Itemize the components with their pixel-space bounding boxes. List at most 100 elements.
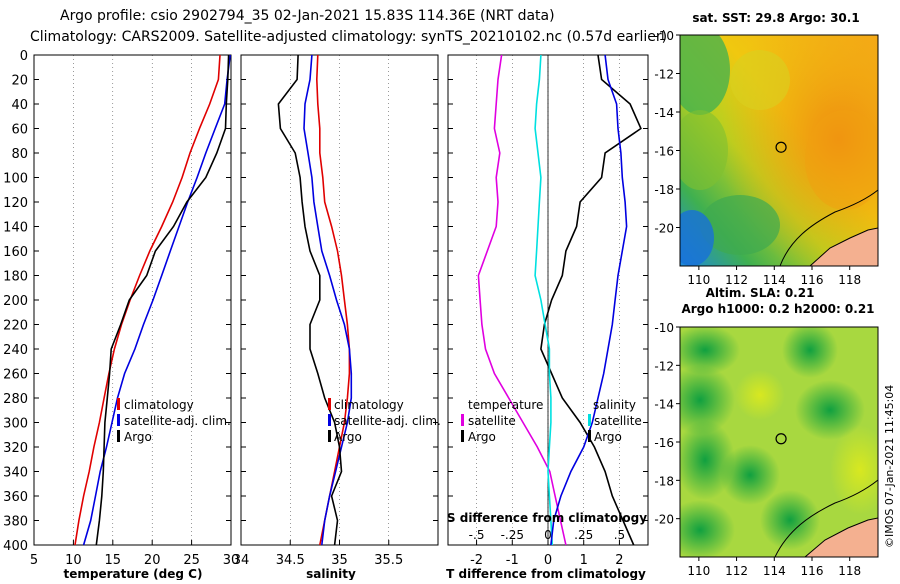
s-difference-axis-label: S difference from climatology	[447, 511, 647, 525]
s-tick-label: 0	[544, 528, 552, 542]
series-line-climatology	[315, 54, 351, 546]
sst-argo-location-marker	[775, 141, 787, 153]
sla-longitude-tick-labels: 110 112 114 116 118	[687, 557, 861, 578]
series-line-argo	[277, 54, 343, 546]
depth-tick-label: 280	[3, 392, 28, 407]
depth-tick-label: 100	[3, 172, 28, 187]
sst-latitude-tick-labels: -10 -12 -14 -16 -18 -20	[654, 29, 680, 236]
depth-tick-label: 40	[11, 98, 28, 113]
lat-tick-label: -14	[654, 106, 674, 120]
sst-field	[680, 35, 878, 266]
lon-tick-label: 112	[725, 564, 748, 578]
x-tick-label: 1	[580, 553, 588, 568]
series-line-temperature-argo	[540, 54, 642, 546]
lat-tick-label: -18	[654, 474, 674, 488]
legend-swatch-climatology	[117, 398, 120, 410]
legend-label-argo: Argo	[124, 430, 152, 444]
depth-tick-label: 0	[20, 49, 28, 64]
legend-swatch-climatology	[328, 398, 331, 410]
s-tick-label: .5	[614, 528, 625, 542]
temperature-gridlines	[33, 54, 232, 546]
lon-tick-label: 110	[687, 564, 710, 578]
sla-land	[805, 518, 878, 557]
x-tick-label: 2	[615, 553, 623, 568]
salinity-gridlines	[240, 54, 438, 546]
difference-gridlines	[448, 54, 648, 546]
depth-tick-labels: 0 20 40 60 80 100 120 140 160 180 200 220 240 260 280 3…	[3, 49, 28, 554]
legend-swatch-satellite	[328, 414, 331, 426]
sst-map: sat. SST: 29.8 Argo: 30.1 -10-12-14-16-1…	[654, 11, 879, 287]
x-tick-label: 15	[105, 553, 122, 568]
sst-coastline	[779, 189, 878, 266]
legend-label-climatology: climatology	[334, 398, 404, 412]
s-difference-tick-labels: -.5 -.25 0 .25 .5	[469, 528, 625, 542]
depth-tick-label: 120	[3, 196, 28, 211]
depth-tick-label: 300	[3, 417, 28, 432]
temperature-panel: 0 20 40 60 80 100 120 140 160 180 200 220 240 260 280 3…	[3, 49, 239, 581]
legend-swatch-satellite	[117, 414, 120, 426]
lat-tick-label: -10	[654, 29, 674, 43]
legend-label-temperature-satellite: satellite	[468, 414, 516, 428]
series-line-satellite-adj-clim	[303, 54, 353, 546]
x-tick-label: -2	[470, 553, 483, 568]
lat-tick-label: -20	[654, 513, 674, 527]
x-tick-label: -1	[506, 553, 519, 568]
lon-tick-label: 116	[801, 273, 824, 287]
sla-latitude-tick-labels: -10 -12 -14 -16 -18 -20	[654, 321, 680, 527]
lon-tick-label: 118	[838, 273, 861, 287]
lat-tick-label: -20	[654, 222, 674, 236]
legend-swatch-temperature-argo	[461, 430, 464, 442]
salinity-legend: climatology satellite-adj. clim. Argo	[328, 398, 441, 444]
depth-tick-label: 20	[11, 74, 28, 89]
salinity-panel: 34 34.5 35 35.5 salinity climatology satell…	[233, 54, 441, 581]
difference-series	[477, 54, 642, 546]
legend-swatch-temperature-satellite	[461, 414, 464, 426]
legend-label-satellite: satellite-adj. clim.	[124, 414, 231, 428]
depth-tick-label: 400	[3, 539, 28, 554]
legend-title-salinity: salinity	[593, 398, 636, 412]
depth-tick-label: 340	[3, 466, 28, 481]
sla-argo-location-marker	[775, 433, 787, 445]
temperature-series	[74, 54, 231, 546]
series-line-argo	[95, 54, 230, 546]
sla-map-subtitle: Argo h1000: 0.2 h2000: 0.21	[681, 302, 874, 316]
series-line-climatology	[74, 54, 221, 546]
sst-longitude-tick-labels: 110 112 114 116 118	[687, 266, 861, 287]
sla-field	[680, 327, 878, 557]
legend-title-temperature: temperature	[468, 398, 543, 412]
lon-tick-label: 112	[725, 273, 748, 287]
legend-swatch-salinity-satellite	[588, 414, 591, 426]
depth-tick-label: 220	[3, 319, 28, 334]
difference-legend: temperature satellite Argo salinity sate…	[461, 398, 642, 444]
salinity-tick-labels: 34 34.5 35 35.5	[233, 553, 404, 568]
lat-tick-label: -10	[654, 321, 674, 335]
depth-tick-label: 260	[3, 368, 28, 383]
sla-map: Altim. SLA: 0.21 Argo h1000: 0.2 h2000: …	[654, 286, 879, 578]
s-tick-label: -.5	[469, 528, 485, 542]
x-tick-label: 35	[331, 553, 348, 568]
legend-swatch-argo	[117, 430, 120, 442]
salinity-axis-label: salinity	[306, 567, 356, 580]
imos-credit: ©IMOS 07-Jan-2021 11:45:04	[883, 385, 896, 548]
x-tick-label: 34.5	[276, 553, 305, 568]
x-tick-label: 5	[30, 553, 38, 568]
depth-tick-label: 320	[3, 441, 28, 456]
lat-tick-label: -12	[654, 68, 674, 82]
temperature-axis-label: temperature (deg C)	[64, 567, 203, 580]
legend-label-salinity-satellite: satellite	[594, 414, 642, 428]
depth-tick-label: 360	[3, 490, 28, 505]
x-tick-label: 25	[183, 553, 200, 568]
series-line-salinity-argo	[550, 54, 628, 546]
x-tick-label: 34	[233, 553, 250, 568]
x-tick-label: 20	[144, 553, 161, 568]
legend-label-salinity-argo: Argo	[594, 430, 622, 444]
depth-tick-label: 140	[3, 221, 28, 236]
depth-tick-label: 200	[3, 294, 28, 309]
salinity-series	[277, 54, 353, 546]
lat-tick-label: -16	[654, 436, 674, 450]
depth-tick-label: 240	[3, 343, 28, 358]
header-line-2: Climatology: CARS2009. Satellite-adjuste…	[30, 29, 667, 45]
s-tick-label: .25	[574, 528, 593, 542]
lon-tick-label: 116	[801, 564, 824, 578]
